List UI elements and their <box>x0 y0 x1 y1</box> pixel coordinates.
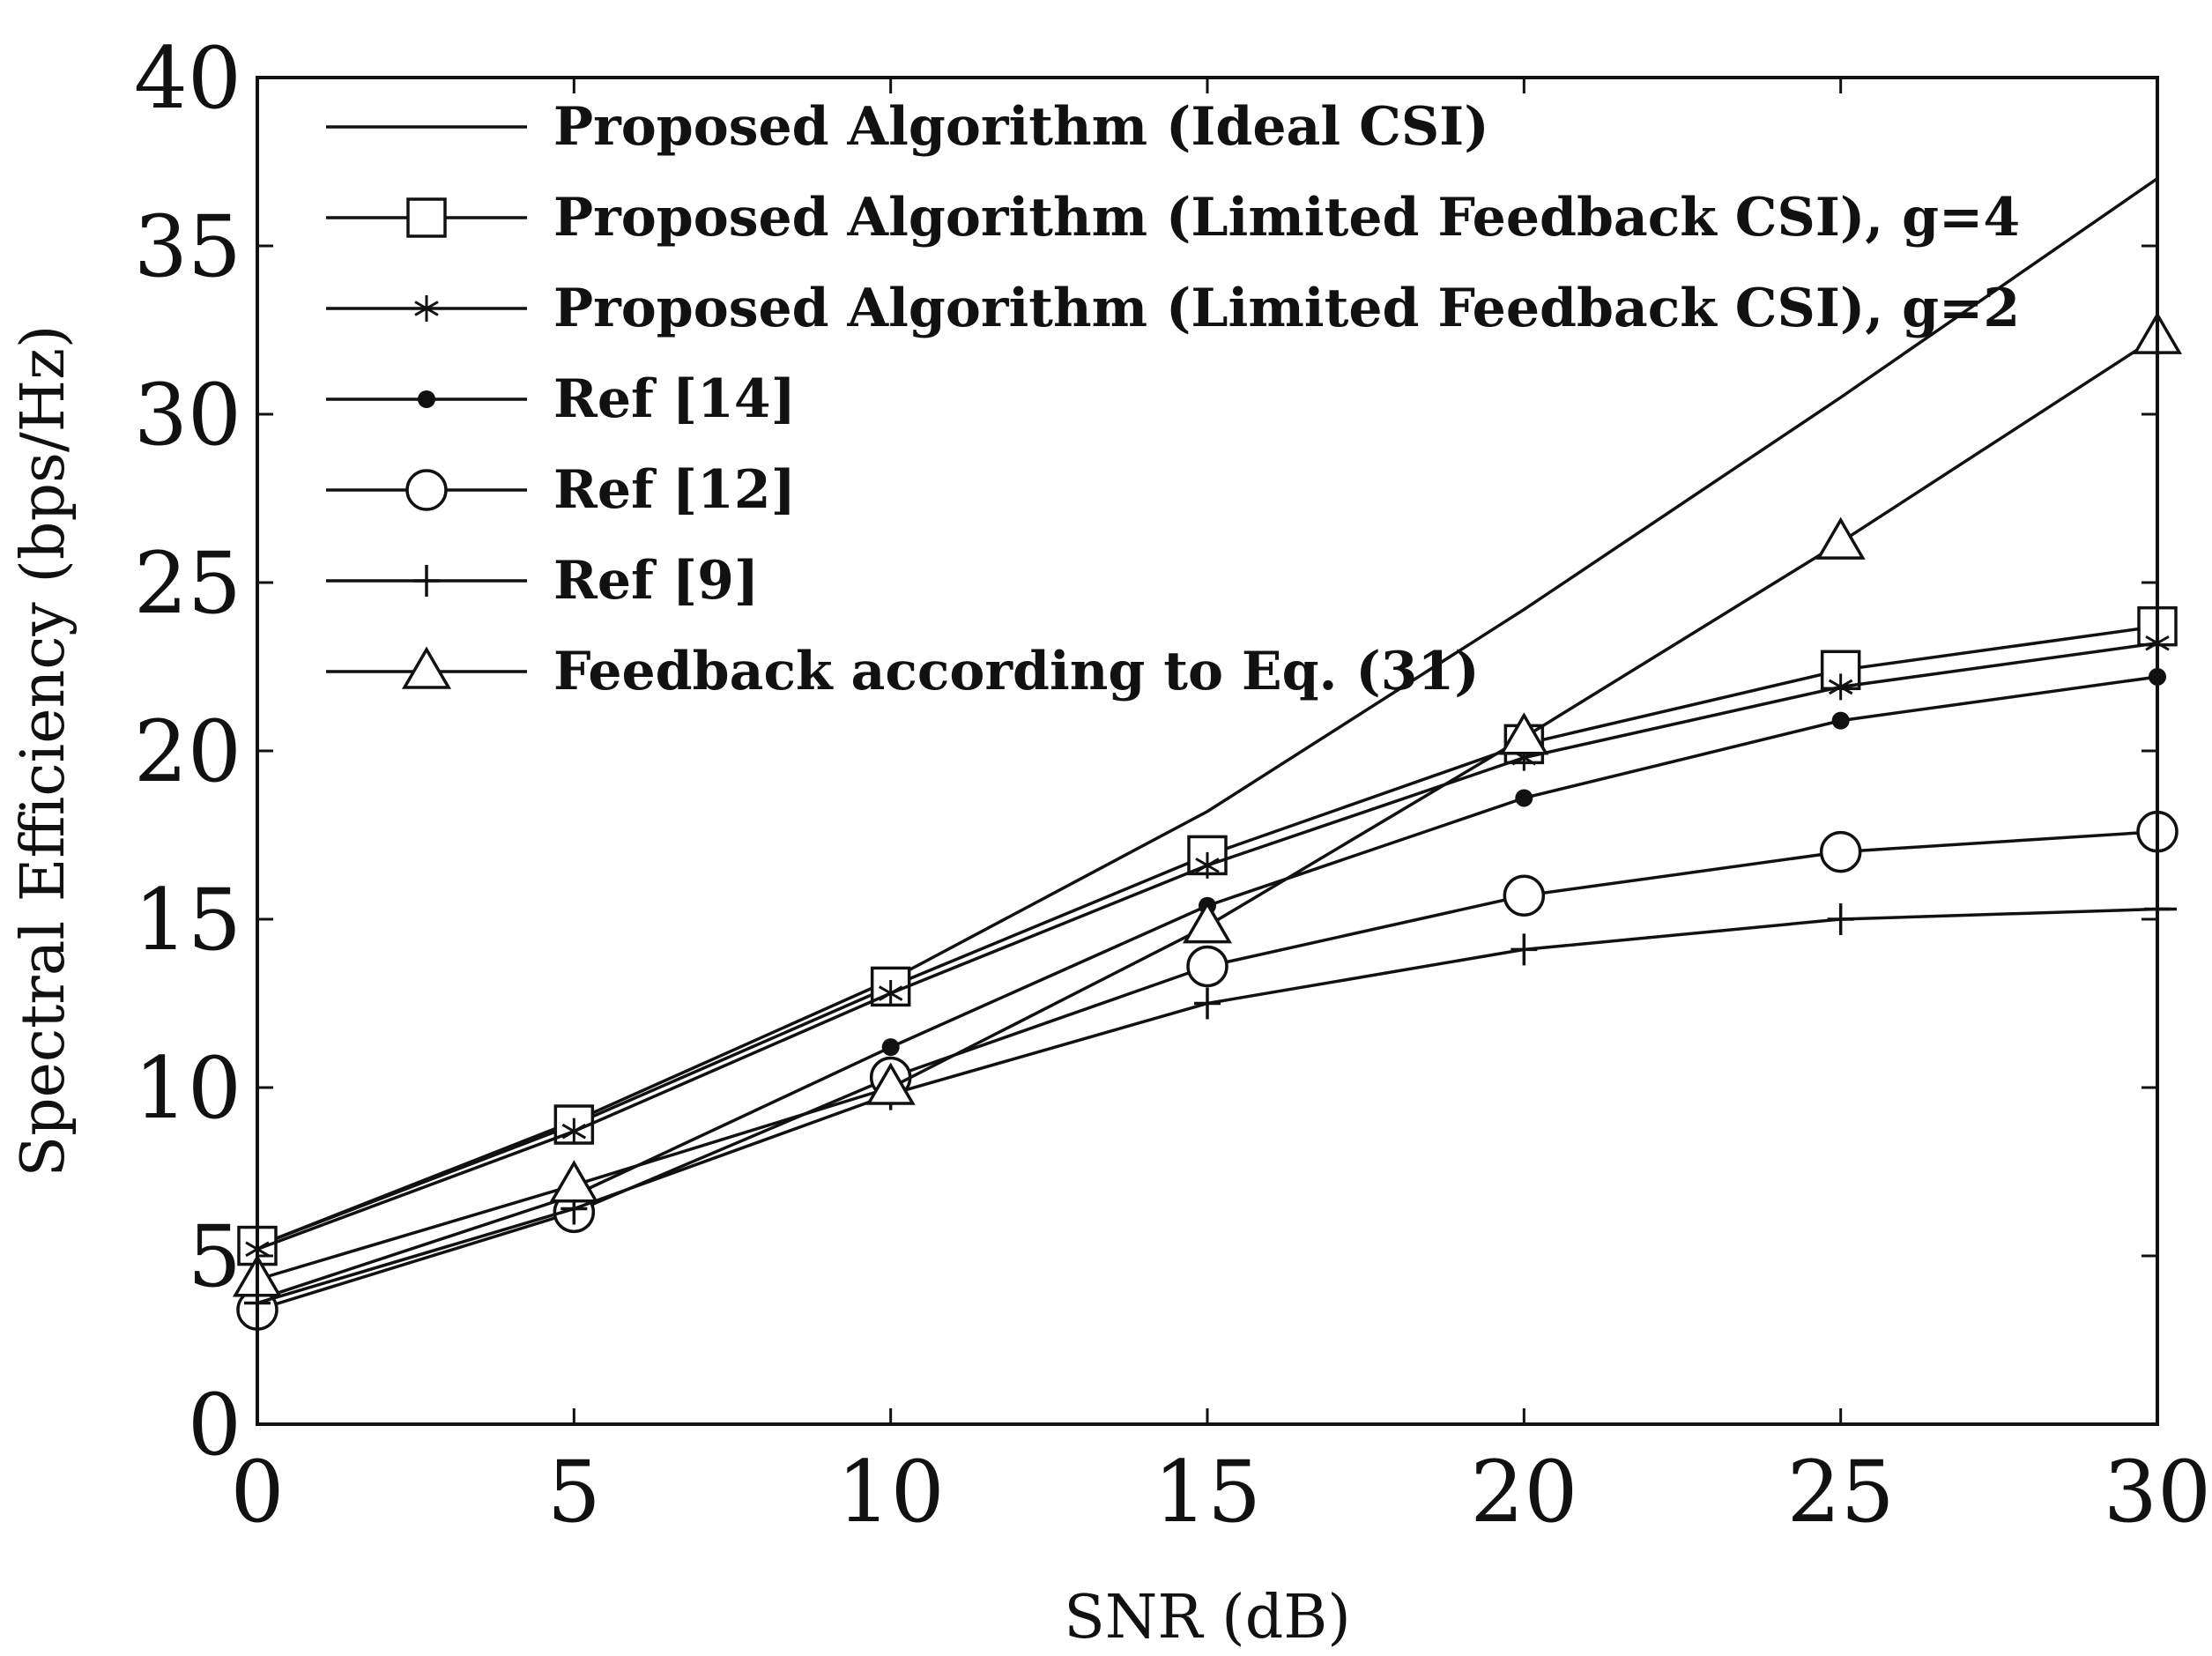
data-point <box>1503 874 1546 917</box>
legend-label: Ref [9] <box>553 550 759 612</box>
data-point <box>1819 830 1862 873</box>
legend-label: Ref [12] <box>553 459 796 521</box>
y-tick-label: 0 <box>188 1376 241 1474</box>
series-layer <box>232 177 2183 1331</box>
x-tick-label: 20 <box>1470 1443 1577 1541</box>
y-tick-label: 15 <box>134 871 241 969</box>
y-axis-title: Spectral Efficiency (bps/Hz) <box>9 325 78 1177</box>
legend-label: Proposed Algorithm (Limited Feedback CSI… <box>553 187 2020 249</box>
x-axis-title: SNR (dB) <box>1064 1583 1350 1652</box>
legend-marker <box>401 646 452 689</box>
data-point <box>1831 711 1850 730</box>
y-tick-label: 20 <box>134 702 241 801</box>
x-tick-label: 30 <box>2104 1443 2211 1541</box>
legend-label: Ref [14] <box>553 368 796 430</box>
y-tick-label: 25 <box>134 534 241 633</box>
data-point <box>1195 851 1220 879</box>
legend-label: Proposed Algorithm (Limited Feedback CSI… <box>553 278 2020 339</box>
data-point <box>1815 516 1866 560</box>
data-point <box>549 1160 599 1203</box>
data-point <box>1182 901 1233 944</box>
x-tick-label: 10 <box>837 1443 945 1541</box>
data-point <box>865 1062 916 1105</box>
legend-marker <box>406 197 447 238</box>
data-point <box>1827 903 1854 935</box>
legend-marker <box>414 295 439 322</box>
legend-entry: Feedback according to Eq. (31) <box>326 641 1480 702</box>
data-point <box>1511 933 1538 966</box>
x-tick-label: 5 <box>547 1443 601 1541</box>
x-tick-label: 15 <box>1154 1443 1261 1541</box>
legend-entry: Proposed Algorithm (Limited Feedback CSI… <box>326 187 2020 249</box>
data-point <box>1186 945 1228 988</box>
tick-layer: 0 5 10 15 20 25 30 0 5 10 15 20 25 30 35 40 <box>134 29 2211 1541</box>
legend-entry: Proposed Algorithm (Ideal CSI) <box>326 96 1489 158</box>
legend-entry: Proposed Algorithm (Limited Feedback CSI… <box>326 278 2020 339</box>
y-tick-label: 5 <box>188 1207 241 1306</box>
x-tick-label: 0 <box>230 1443 284 1541</box>
y-tick-label: 35 <box>134 197 241 296</box>
y-tick-label: 30 <box>134 366 241 464</box>
y-tick-label: 40 <box>134 29 241 128</box>
legend-marker <box>405 469 448 511</box>
legend-entry: Ref [9] <box>326 550 759 612</box>
data-point <box>561 1118 587 1145</box>
y-tick-label: 10 <box>134 1039 241 1138</box>
legend-entry: Ref [14] <box>326 368 796 430</box>
data-point <box>878 980 903 1007</box>
data-point <box>881 1038 900 1057</box>
data-point <box>1515 789 1533 807</box>
data-point <box>1828 673 1853 701</box>
legend-entry: Ref [12] <box>326 459 796 521</box>
legend-label: Proposed Algorithm (Ideal CSI) <box>553 96 1489 158</box>
x-tick-label: 25 <box>1787 1443 1895 1541</box>
legend-label: Feedback according to Eq. (31) <box>553 641 1480 702</box>
data-point <box>1499 712 1549 755</box>
legend-marker <box>413 565 440 597</box>
legend-marker <box>418 390 435 408</box>
data-point <box>1194 987 1221 1020</box>
legend: Proposed Algorithm (Ideal CSI) Proposed A… <box>326 96 2020 702</box>
